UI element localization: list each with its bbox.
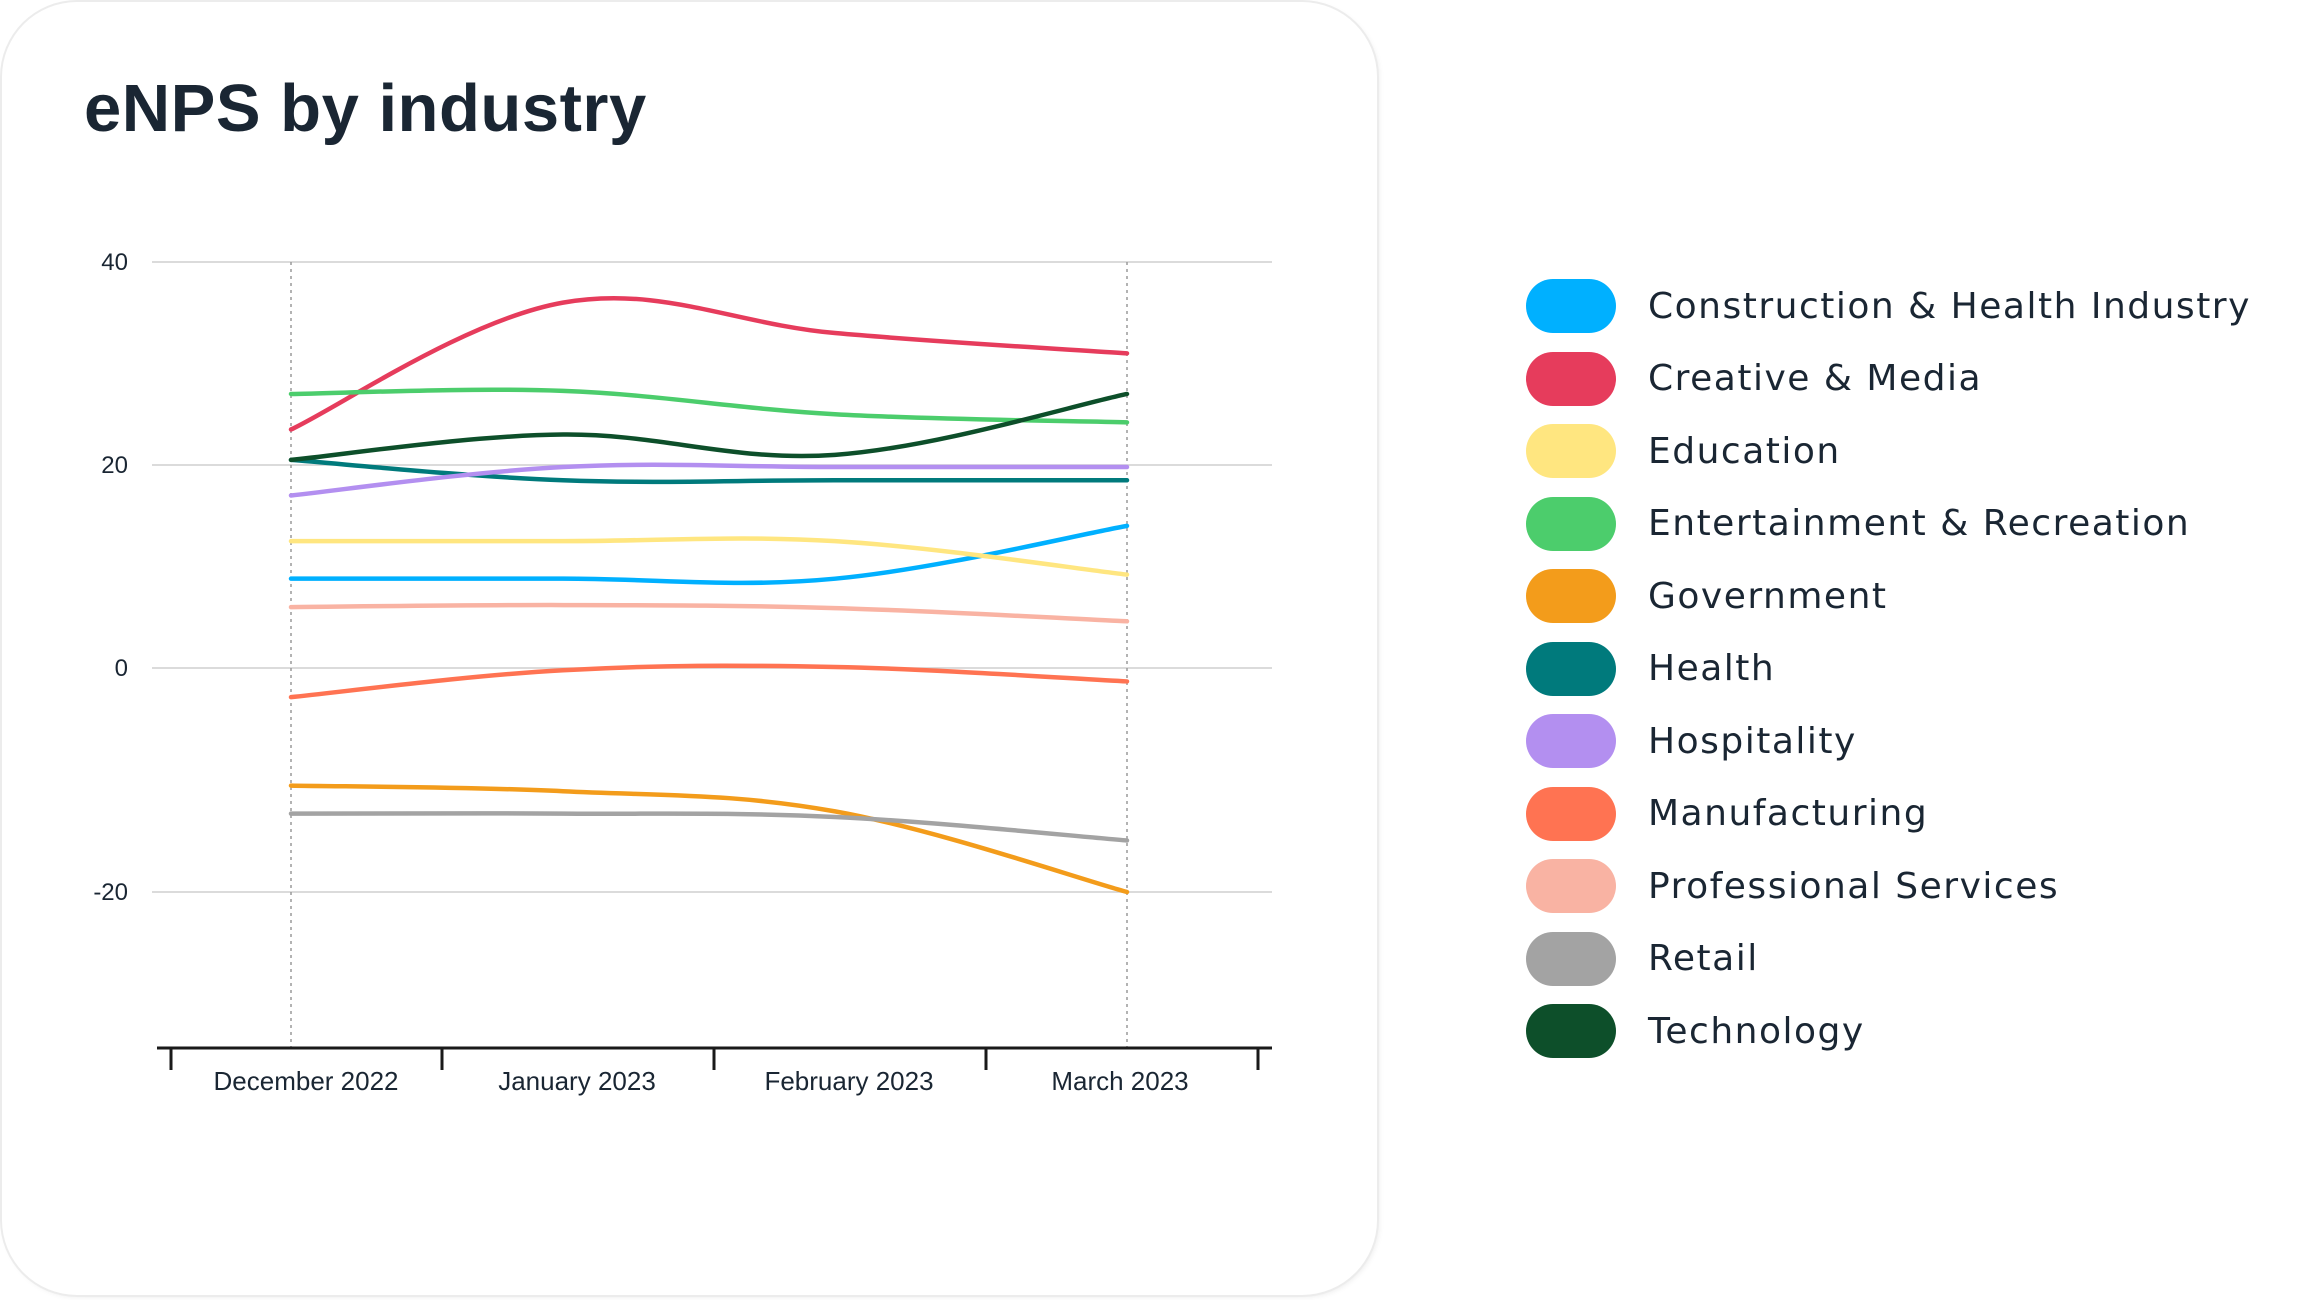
legend-swatch: [1526, 1004, 1616, 1059]
legend-item-creative-and-media: Creative & Media: [1526, 343, 2266, 416]
legend-swatch: [1526, 641, 1616, 696]
legend-swatch: [1526, 351, 1616, 406]
legend-item-entertainment-and-recreation: Entertainment & Recreation: [1526, 488, 2266, 561]
legend-label: Education: [1648, 430, 1841, 472]
series-line-technology: [288, 391, 1130, 463]
legend-label: Retail: [1648, 938, 1759, 980]
legend-item-health: Health: [1526, 633, 2266, 706]
grid-layer: [152, 261, 1272, 1048]
legend-label: Hospitality: [1648, 720, 1857, 762]
y-tick-label: 40: [101, 249, 128, 276]
series-line-health: [288, 457, 1130, 485]
legend-swatch: [1526, 714, 1616, 769]
series-line-retail: [288, 811, 1130, 843]
series-line-entertainment-and-recreation: [288, 387, 1130, 425]
legend-swatch: [1526, 496, 1616, 551]
legend-label: Manufacturing: [1648, 793, 1929, 835]
chart-card: eNPS by industry: [2, 2, 1377, 1295]
legend-label: Government: [1648, 575, 1888, 617]
legend-label: Construction & Health Industry: [1648, 285, 2251, 327]
legend-item-retail: Retail: [1526, 923, 2266, 996]
y-tick-label: 0: [115, 655, 128, 682]
x-tick-label: February 2023: [764, 1066, 933, 1096]
chart-legend: Construction & Health Industry Creative &…: [1526, 270, 2266, 1068]
x-tick-label: January 2023: [498, 1066, 656, 1096]
series-line-education: [288, 536, 1130, 577]
legend-item-hospitality: Hospitality: [1526, 705, 2266, 778]
y-tick-label: -20: [93, 879, 128, 906]
legend-swatch: [1526, 786, 1616, 841]
y-tick-label: 20: [101, 452, 128, 479]
series-line-manufacturing: [288, 663, 1130, 700]
series-line-government: [288, 783, 1130, 895]
legend-swatch: [1526, 279, 1616, 334]
legend-label: Technology: [1648, 1010, 1865, 1052]
x-tick-label: March 2023: [1051, 1066, 1188, 1096]
legend-item-education: Education: [1526, 415, 2266, 488]
axis-layer: 40 20 0 -20 December 2022 January 2023 Februar…: [93, 249, 1272, 1096]
legend-label: Creative & Media: [1648, 358, 1983, 400]
series-layer: [288, 295, 1130, 895]
chart-title: eNPS by industry: [84, 71, 647, 146]
legend-label: Professional Services: [1648, 865, 2060, 907]
series-line-construction-and-health-industry: [288, 523, 1130, 586]
legend-label: Health: [1648, 648, 1776, 690]
legend-item-professional-services: Professional Services: [1526, 850, 2266, 923]
legend-swatch: [1526, 424, 1616, 479]
legend-label: Entertainment & Recreation: [1648, 503, 2191, 545]
series-line-hospitality: [288, 462, 1130, 498]
legend-swatch: [1526, 569, 1616, 624]
series-line-professional-services: [288, 602, 1130, 624]
legend-item-manufacturing: Manufacturing: [1526, 778, 2266, 851]
legend-item-construction-and-health-industry: Construction & Health Industry: [1526, 270, 2266, 343]
legend-item-technology: Technology: [1526, 995, 2266, 1068]
series-line-creative-and-media: [288, 295, 1130, 432]
legend-swatch: [1526, 931, 1616, 986]
legend-swatch: [1526, 859, 1616, 914]
legend-item-government: Government: [1526, 560, 2266, 633]
x-tick-label: December 2022: [214, 1066, 399, 1096]
